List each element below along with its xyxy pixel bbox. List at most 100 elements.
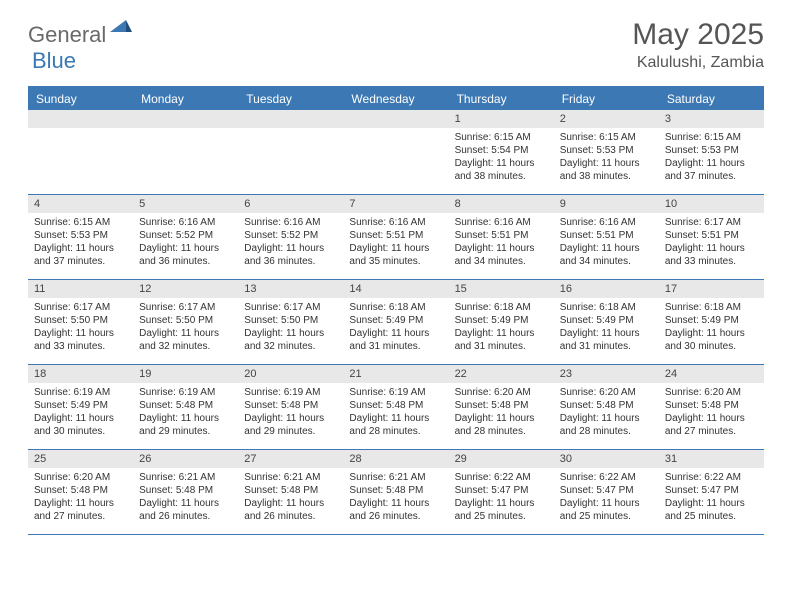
sunset-line: Sunset: 5:48 PM	[665, 399, 758, 412]
sunrise-line: Sunrise: 6:18 AM	[455, 301, 548, 314]
daylight-line: Daylight: 11 hours and 28 minutes.	[560, 412, 653, 438]
sunset-line: Sunset: 5:52 PM	[139, 229, 232, 242]
day-cell: 6Sunrise: 6:16 AMSunset: 5:52 PMDaylight…	[238, 195, 343, 279]
daylight-line: Daylight: 11 hours and 36 minutes.	[139, 242, 232, 268]
day-cell: 22Sunrise: 6:20 AMSunset: 5:48 PMDayligh…	[449, 365, 554, 449]
day-cell: 29Sunrise: 6:22 AMSunset: 5:47 PMDayligh…	[449, 450, 554, 534]
month-title: May 2025	[632, 18, 764, 52]
day-details: Sunrise: 6:15 AMSunset: 5:53 PMDaylight:…	[659, 128, 764, 187]
logo-text-gray: General	[28, 22, 106, 48]
day-number: 31	[659, 450, 764, 468]
day-header: Tuesday	[238, 88, 343, 110]
sunrise-line: Sunrise: 6:17 AM	[139, 301, 232, 314]
daylight-line: Daylight: 11 hours and 27 minutes.	[665, 412, 758, 438]
day-details: Sunrise: 6:20 AMSunset: 5:48 PMDaylight:…	[554, 383, 659, 442]
week-row: 25Sunrise: 6:20 AMSunset: 5:48 PMDayligh…	[28, 450, 764, 535]
day-number: 29	[449, 450, 554, 468]
sunset-line: Sunset: 5:47 PM	[665, 484, 758, 497]
day-cell: 5Sunrise: 6:16 AMSunset: 5:52 PMDaylight…	[133, 195, 238, 279]
day-cell: 30Sunrise: 6:22 AMSunset: 5:47 PMDayligh…	[554, 450, 659, 534]
sunrise-line: Sunrise: 6:16 AM	[455, 216, 548, 229]
day-details: Sunrise: 6:19 AMSunset: 5:49 PMDaylight:…	[28, 383, 133, 442]
day-number: 3	[659, 110, 764, 128]
day-cell: 11Sunrise: 6:17 AMSunset: 5:50 PMDayligh…	[28, 280, 133, 364]
sunset-line: Sunset: 5:49 PM	[560, 314, 653, 327]
sunrise-line: Sunrise: 6:20 AM	[455, 386, 548, 399]
day-number: 16	[554, 280, 659, 298]
sunset-line: Sunset: 5:48 PM	[349, 484, 442, 497]
day-details: Sunrise: 6:22 AMSunset: 5:47 PMDaylight:…	[659, 468, 764, 527]
day-cell: 1Sunrise: 6:15 AMSunset: 5:54 PMDaylight…	[449, 110, 554, 194]
sunset-line: Sunset: 5:48 PM	[139, 484, 232, 497]
sunrise-line: Sunrise: 6:16 AM	[560, 216, 653, 229]
day-details: Sunrise: 6:16 AMSunset: 5:51 PMDaylight:…	[343, 213, 448, 272]
day-number: 18	[28, 365, 133, 383]
sunset-line: Sunset: 5:51 PM	[560, 229, 653, 242]
daylight-line: Daylight: 11 hours and 26 minutes.	[349, 497, 442, 523]
day-cell: 25Sunrise: 6:20 AMSunset: 5:48 PMDayligh…	[28, 450, 133, 534]
sunrise-line: Sunrise: 6:20 AM	[34, 471, 127, 484]
daylight-line: Daylight: 11 hours and 34 minutes.	[455, 242, 548, 268]
day-details: Sunrise: 6:16 AMSunset: 5:51 PMDaylight:…	[449, 213, 554, 272]
sunrise-line: Sunrise: 6:20 AM	[665, 386, 758, 399]
day-details: Sunrise: 6:18 AMSunset: 5:49 PMDaylight:…	[554, 298, 659, 357]
sunset-line: Sunset: 5:50 PM	[139, 314, 232, 327]
sunrise-line: Sunrise: 6:17 AM	[244, 301, 337, 314]
day-details: Sunrise: 6:17 AMSunset: 5:50 PMDaylight:…	[28, 298, 133, 357]
day-cell: 2Sunrise: 6:15 AMSunset: 5:53 PMDaylight…	[554, 110, 659, 194]
day-number: 15	[449, 280, 554, 298]
day-header: Sunday	[28, 88, 133, 110]
sunrise-line: Sunrise: 6:17 AM	[34, 301, 127, 314]
daylight-line: Daylight: 11 hours and 26 minutes.	[244, 497, 337, 523]
sunset-line: Sunset: 5:48 PM	[349, 399, 442, 412]
sunrise-line: Sunrise: 6:19 AM	[34, 386, 127, 399]
day-cell: 28Sunrise: 6:21 AMSunset: 5:48 PMDayligh…	[343, 450, 448, 534]
sunset-line: Sunset: 5:48 PM	[244, 399, 337, 412]
sunrise-line: Sunrise: 6:19 AM	[244, 386, 337, 399]
day-cell: 13Sunrise: 6:17 AMSunset: 5:50 PMDayligh…	[238, 280, 343, 364]
day-details: Sunrise: 6:18 AMSunset: 5:49 PMDaylight:…	[659, 298, 764, 357]
day-details: Sunrise: 6:22 AMSunset: 5:47 PMDaylight:…	[554, 468, 659, 527]
day-header: Thursday	[449, 88, 554, 110]
daylight-line: Daylight: 11 hours and 37 minutes.	[34, 242, 127, 268]
day-number: 10	[659, 195, 764, 213]
sunset-line: Sunset: 5:49 PM	[665, 314, 758, 327]
day-number: 30	[554, 450, 659, 468]
daylight-line: Daylight: 11 hours and 38 minutes.	[560, 157, 653, 183]
sunset-line: Sunset: 5:48 PM	[34, 484, 127, 497]
day-cell: 7Sunrise: 6:16 AMSunset: 5:51 PMDaylight…	[343, 195, 448, 279]
day-header-row: SundayMondayTuesdayWednesdayThursdayFrid…	[28, 88, 764, 110]
day-cell: 21Sunrise: 6:19 AMSunset: 5:48 PMDayligh…	[343, 365, 448, 449]
day-details: Sunrise: 6:15 AMSunset: 5:53 PMDaylight:…	[28, 213, 133, 272]
day-number: 28	[343, 450, 448, 468]
title-block: May 2025 Kalulushi, Zambia	[632, 18, 764, 72]
day-number	[133, 110, 238, 128]
day-details: Sunrise: 6:19 AMSunset: 5:48 PMDaylight:…	[133, 383, 238, 442]
day-cell: 14Sunrise: 6:18 AMSunset: 5:49 PMDayligh…	[343, 280, 448, 364]
logo-arrow-icon	[110, 18, 132, 37]
daylight-line: Daylight: 11 hours and 25 minutes.	[665, 497, 758, 523]
day-details: Sunrise: 6:21 AMSunset: 5:48 PMDaylight:…	[238, 468, 343, 527]
daylight-line: Daylight: 11 hours and 31 minutes.	[455, 327, 548, 353]
daylight-line: Daylight: 11 hours and 33 minutes.	[34, 327, 127, 353]
daylight-line: Daylight: 11 hours and 32 minutes.	[244, 327, 337, 353]
week-row: 1Sunrise: 6:15 AMSunset: 5:54 PMDaylight…	[28, 110, 764, 195]
day-cell: 4Sunrise: 6:15 AMSunset: 5:53 PMDaylight…	[28, 195, 133, 279]
day-details: Sunrise: 6:22 AMSunset: 5:47 PMDaylight:…	[449, 468, 554, 527]
sunset-line: Sunset: 5:53 PM	[34, 229, 127, 242]
day-number: 8	[449, 195, 554, 213]
sunrise-line: Sunrise: 6:17 AM	[665, 216, 758, 229]
daylight-line: Daylight: 11 hours and 27 minutes.	[34, 497, 127, 523]
sunrise-line: Sunrise: 6:18 AM	[349, 301, 442, 314]
sunset-line: Sunset: 5:54 PM	[455, 144, 548, 157]
day-number: 21	[343, 365, 448, 383]
day-cell: 12Sunrise: 6:17 AMSunset: 5:50 PMDayligh…	[133, 280, 238, 364]
day-cell: 15Sunrise: 6:18 AMSunset: 5:49 PMDayligh…	[449, 280, 554, 364]
sunrise-line: Sunrise: 6:15 AM	[665, 131, 758, 144]
day-details: Sunrise: 6:17 AMSunset: 5:51 PMDaylight:…	[659, 213, 764, 272]
sunset-line: Sunset: 5:48 PM	[560, 399, 653, 412]
day-cell: 19Sunrise: 6:19 AMSunset: 5:48 PMDayligh…	[133, 365, 238, 449]
daylight-line: Daylight: 11 hours and 36 minutes.	[244, 242, 337, 268]
day-number: 19	[133, 365, 238, 383]
calendar: SundayMondayTuesdayWednesdayThursdayFrid…	[28, 86, 764, 535]
